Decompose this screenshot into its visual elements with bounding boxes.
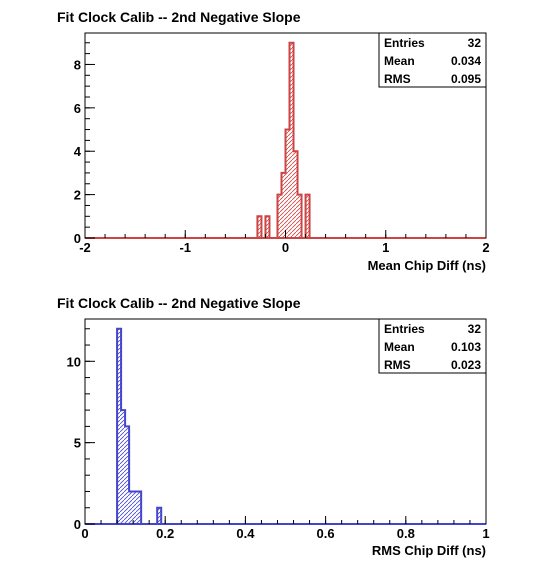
x-tick-label-mean-4: 2: [482, 240, 489, 255]
histogram-bar-rms-5: [137, 491, 142, 524]
stats-box-frame-mean: [378, 32, 487, 88]
x-tick-label-rms-5: 1: [482, 526, 489, 541]
bars-rms: [85, 327, 486, 525]
x-tick-label-mean-3: 1: [382, 240, 389, 255]
y-tick-label-mean-1: 2: [74, 188, 81, 203]
histogram-bar-mean-12: [305, 194, 310, 238]
x-tick-label-mean-0: -2: [79, 240, 91, 255]
axes-mean: -2 -1 0 1 2 0 2 4 6 8: [74, 42, 490, 255]
histogram-bar-rms-0: [117, 328, 122, 524]
x-tick-label-rms-3: 0.6: [317, 526, 335, 541]
stats-rms-label-mean: RMS: [384, 72, 411, 86]
stats-rms-label-rms: RMS: [384, 358, 411, 372]
chart-title-mean: Fit Clock Calib -- 2nd Negative Slope: [57, 9, 301, 25]
y-tick-label-rms-1: 5: [74, 436, 81, 451]
y-tick-label-mean-2: 4: [74, 144, 82, 159]
stats-mean-value-mean: 0.034: [451, 54, 481, 68]
histogram-bar-rms-10: [157, 507, 162, 524]
x-tick-label-rms-1: 0.2: [156, 526, 174, 541]
histogram-bar-rms-1: [121, 410, 126, 524]
chart-title-rms: Fit Clock Calib -- 2nd Negative Slope: [57, 295, 301, 311]
histogram-panel-mean: Fit Clock Calib -- 2nd Negative Slope -2…: [57, 9, 490, 273]
histogram-bar-rms-3: [129, 491, 134, 524]
x-tick-label-rms-4: 0.8: [397, 526, 415, 541]
x-tick-label-mean-2: 0: [282, 240, 289, 255]
stats-box-mean: Entries 32 Mean 0.034 RMS 0.095: [378, 32, 487, 88]
stats-entries-label-rms: Entries: [384, 322, 425, 336]
x-tick-label-rms-2: 0.4: [236, 526, 255, 541]
y-tick-label-rms-0: 0: [74, 517, 81, 532]
histogram-bar-mean-9: [293, 151, 298, 238]
histogram-bar-mean-6: [281, 172, 286, 238]
y-tick-label-rms-2: 10: [67, 354, 81, 369]
stats-box-frame-rms: [378, 318, 487, 374]
histogram-bar-mean-5: [277, 194, 282, 238]
x-axis-label-rms: RMS Chip Diff (ns): [372, 543, 486, 558]
x-tick-label-rms-0: 0: [81, 526, 88, 541]
y-tick-label-mean-3: 6: [74, 101, 81, 116]
histogram-bar-rms-2: [125, 426, 130, 524]
histogram-bar-mean-7: [285, 129, 290, 238]
histogram-outline-mean: [256, 41, 311, 239]
stats-rms-value-rms: 0.023: [451, 358, 481, 372]
y-tick-label-mean-0: 0: [74, 231, 81, 246]
stats-box-rms: Entries 32 Mean 0.103 RMS 0.023: [378, 318, 487, 374]
stats-entries-value-rms: 32: [468, 322, 482, 336]
histogram-bar-mean-8: [289, 42, 294, 239]
x-axis-label-mean: Mean Chip Diff (ns): [368, 258, 486, 273]
stats-entries-label-mean: Entries: [384, 36, 425, 50]
histogram-bar-mean-2: [265, 216, 270, 238]
y-tick-label-mean-4: 8: [74, 57, 81, 72]
stats-mean-label-mean: Mean: [384, 54, 415, 68]
histogram-bar-mean-10: [297, 194, 302, 238]
stats-entries-value-mean: 32: [468, 36, 482, 50]
histogram-bar-rms-4: [133, 491, 138, 524]
stats-mean-label-rms: Mean: [384, 340, 415, 354]
histogram-bar-mean-0: [257, 216, 262, 238]
stats-mean-value-rms: 0.103: [451, 340, 481, 354]
stats-rms-value-mean: 0.095: [451, 72, 481, 86]
x-tick-label-mean-1: -1: [179, 240, 191, 255]
